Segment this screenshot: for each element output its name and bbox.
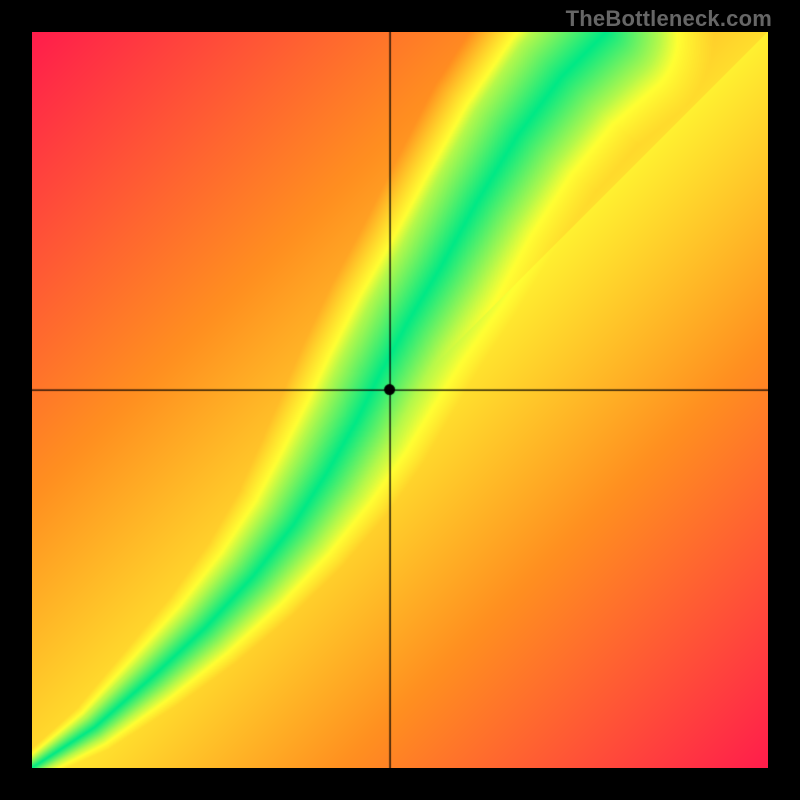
bottleneck-heatmap (32, 32, 768, 768)
watermark-text: TheBottleneck.com (566, 6, 772, 32)
